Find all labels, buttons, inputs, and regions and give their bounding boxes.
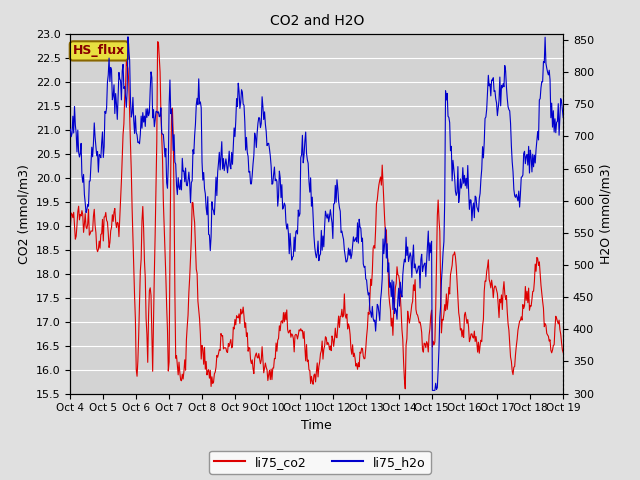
Y-axis label: CO2 (mmol/m3): CO2 (mmol/m3)	[17, 164, 30, 264]
X-axis label: Time: Time	[301, 419, 332, 432]
Y-axis label: H2O (mmol/m3): H2O (mmol/m3)	[600, 163, 612, 264]
Title: CO2 and H2O: CO2 and H2O	[269, 14, 364, 28]
Legend: li75_co2, li75_h2o: li75_co2, li75_h2o	[209, 451, 431, 474]
Text: HS_flux: HS_flux	[73, 44, 125, 58]
